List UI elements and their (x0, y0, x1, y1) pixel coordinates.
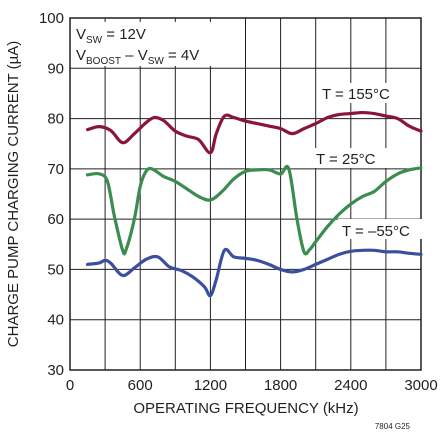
series-label-25: T = 25°C (316, 151, 376, 168)
x-tick-label: 2400 (334, 377, 367, 394)
y-tick-label: 80 (47, 111, 64, 128)
y-tick-label: 60 (47, 211, 64, 228)
label-bg-25 (312, 148, 388, 168)
x-tick-label: 600 (128, 377, 153, 394)
series-label-m55: T = –55°C (342, 223, 410, 240)
condition-line-1: VSW = 12V (76, 26, 146, 46)
figure-id: 7804 G25 (375, 422, 411, 431)
label-bg-m55 (338, 219, 422, 239)
series-layer (85, 110, 423, 298)
series-line-1 (85, 164, 423, 256)
x-tick-labels: 0 600 1200 1800 2400 3000 (66, 377, 438, 394)
x-tick-label: 1800 (264, 377, 297, 394)
y-tick-label: 100 (39, 10, 64, 27)
plot-frame (69, 17, 422, 371)
y-tick-label: 30 (47, 362, 64, 379)
y-tick-label: 50 (47, 261, 64, 278)
x-tick-label: 0 (66, 377, 74, 394)
y-axis-title: CHARGE PUMP CHARGING CURRENT (µA) (5, 41, 22, 347)
x-axis-title: OPERATING FREQUENCY (kHz) (133, 400, 358, 417)
y-tick-labels: 30 40 50 60 70 80 90 100 (39, 10, 64, 379)
series-line-0 (85, 110, 423, 155)
series-line-2 (85, 247, 423, 298)
label-bg-155 (318, 83, 402, 103)
y-tick-label: 40 (47, 312, 64, 329)
y-tick-label: 90 (47, 60, 64, 77)
x-tick-label: 1200 (194, 377, 227, 394)
condition-line-2: VBOOST – VSW = 4V (76, 47, 199, 67)
grid-lines (70, 18, 421, 370)
x-tick-label: 3000 (404, 377, 437, 394)
conditions-box (72, 22, 242, 66)
y-tick-label: 70 (47, 161, 64, 178)
series-label-155: T = 155°C (322, 86, 390, 103)
